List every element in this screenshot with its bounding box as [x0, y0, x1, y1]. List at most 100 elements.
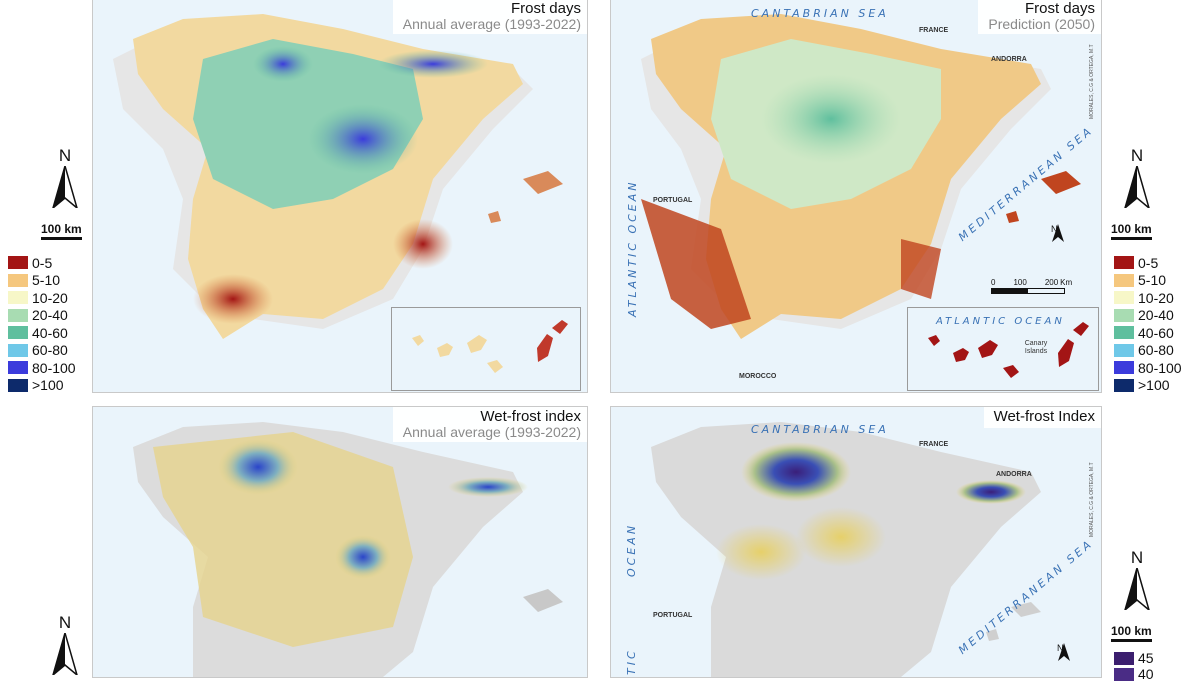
legend-label: 40 — [1138, 666, 1154, 682]
panel-title: Frost days — [1024, 0, 1095, 17]
legend-swatch — [8, 378, 28, 392]
legend-swatch — [1114, 256, 1134, 270]
frost-days-map-2050 — [641, 14, 1081, 339]
panel-scale-bar: 0 100 200 Km — [991, 278, 1072, 294]
map-panel-wet-frost-index: Wet-frost Index CANTABRIAN SEA FRANCE AN… — [610, 406, 1102, 678]
scale-tick-100: 100 — [1013, 278, 1027, 287]
andorra-label: ANDORRA — [991, 56, 1027, 63]
legend-label: 20-40 — [1138, 307, 1174, 324]
legend-item: 10-20 — [1114, 289, 1182, 307]
north-arrow-icon — [51, 630, 79, 678]
portugal-label: PORTUGAL — [653, 197, 693, 204]
legend-swatch — [8, 291, 28, 305]
canary-inset — [391, 307, 581, 391]
france-label: FRANCE — [919, 27, 949, 34]
north-label: N — [1057, 643, 1064, 653]
scale-label-right: 100 km — [1111, 222, 1152, 240]
legend-label: >100 — [32, 377, 64, 394]
map-panel-wet-frost-historical: Wet-frost index Annual average (1993-202… — [92, 406, 588, 678]
north-arrow-icon — [1052, 224, 1064, 242]
north-arrow-icon — [1123, 565, 1151, 613]
legend-swatch — [1114, 326, 1134, 340]
legend-swatch — [8, 308, 28, 322]
map-panel-frost-days-2050: Frost days Prediction (2050) CANTABRIAN … — [610, 0, 1102, 393]
legend-item: 40 — [1114, 666, 1154, 682]
legend-item: 20-40 — [1114, 307, 1182, 325]
north-label: N — [1130, 548, 1144, 567]
frost-days-legend-right: 0-5 5-10 10-20 20-40 40-60 60-80 80-100 … — [1114, 254, 1182, 394]
north-label: N — [58, 146, 72, 165]
legend-item: 80-100 — [1114, 359, 1182, 377]
canary-inset: ATLANTIC OCEAN Canary Islands — [907, 307, 1099, 391]
scale-tick-0: 0 — [991, 278, 996, 287]
north-arrow-right-bottom: N — [1122, 548, 1152, 615]
legend-item: 40-60 — [1114, 324, 1182, 342]
legend-label: 40-60 — [1138, 324, 1174, 341]
credit-label: MORALES, C.G & ORTEGA, M.T — [1089, 462, 1095, 537]
panel-north-arrow: N — [1057, 643, 1070, 661]
legend-item: 5-10 — [8, 272, 76, 290]
canary-islands-map — [928, 322, 1089, 378]
legend-swatch — [1114, 361, 1134, 375]
legend-swatch — [8, 273, 28, 287]
legend-label: 20-40 — [32, 307, 68, 324]
legend-swatch — [8, 326, 28, 340]
panel-north-arrow: N — [1051, 224, 1064, 242]
legend-item: 60-80 — [1114, 342, 1182, 360]
legend-label: 10-20 — [32, 289, 68, 306]
legend-item: 5-10 — [1114, 272, 1182, 290]
legend-label: 60-80 — [1138, 342, 1174, 359]
legend-item: >100 — [1114, 377, 1182, 395]
frost-days-map-historical — [113, 14, 563, 339]
legend-item: 0-5 — [1114, 254, 1182, 272]
panel-subtitle: Annual average (1993-2022) — [402, 15, 581, 32]
legend-label: 80-100 — [1138, 359, 1182, 376]
legend-label: 5-10 — [32, 272, 61, 289]
portugal-label: PORTUGAL — [653, 612, 693, 619]
legend-item: 0-5 — [8, 254, 76, 272]
wet-frost-index-legend: 45 40 — [1114, 650, 1154, 682]
north-label: N — [1130, 146, 1144, 165]
panel-subtitle: Annual average (1993-2022) — [402, 423, 581, 440]
atlantic-ocean-inset-label: ATLANTIC OCEAN — [936, 316, 1065, 327]
panel-subtitle: Prediction (2050) — [988, 15, 1095, 32]
scale-label-left: 100 km — [41, 222, 82, 240]
legend-swatch — [1114, 651, 1134, 665]
panel-title: Wet-frost Index — [993, 408, 1095, 425]
scale-tick-unit: Km — [1060, 278, 1073, 287]
canary-islands-label: Canary Islands — [1024, 340, 1048, 355]
legend-swatch — [1114, 667, 1134, 681]
north-label: N — [58, 613, 72, 632]
legend-swatch — [1114, 343, 1134, 357]
panel-title: Wet-frost index — [480, 408, 581, 425]
legend-item: 40-60 — [8, 324, 76, 342]
legend-swatch — [1114, 273, 1134, 287]
legend-swatch — [8, 343, 28, 357]
legend-swatch — [1114, 308, 1134, 322]
frost-days-legend-left: 0-5 5-10 10-20 20-40 40-60 60-80 80-100 … — [8, 254, 76, 394]
atlantic-ocean-label: ATLANTIC OCEAN — [626, 179, 639, 317]
panel-title-box: Wet-frost Index — [983, 407, 1101, 428]
scale-label-right-bottom: 100 km — [1111, 624, 1152, 642]
north-arrow-icon — [1123, 163, 1151, 211]
legend-label: 60-80 — [32, 342, 68, 359]
legend-item: 10-20 — [8, 289, 76, 307]
cantabrian-sea-label: CANTABRIAN SEA — [751, 7, 889, 20]
wet-frost-map-index — [651, 422, 1041, 677]
panel-title-box: Frost days Prediction (2050) — [978, 0, 1101, 35]
legend-label: 80-100 — [32, 359, 76, 376]
atlantic-partial-label: TIC — [625, 648, 638, 675]
legend-label: 0-5 — [32, 254, 53, 271]
morocco-label: MOROCCO — [739, 373, 777, 380]
legend-swatch — [8, 361, 28, 375]
panel-title-box: Frost days Annual average (1993-2022) — [392, 0, 587, 35]
legend-item: 20-40 — [8, 307, 76, 325]
cantabrian-sea-label: CANTABRIAN SEA — [751, 423, 889, 436]
canary-islands-map — [412, 320, 568, 373]
north-arrow-icon — [51, 163, 79, 211]
north-arrow-left: N — [50, 146, 80, 213]
wet-frost-map-historical — [133, 422, 563, 677]
legend-label: >100 — [1138, 377, 1170, 394]
legend-label: 0-5 — [1138, 254, 1159, 271]
north-label: N — [1051, 224, 1058, 234]
